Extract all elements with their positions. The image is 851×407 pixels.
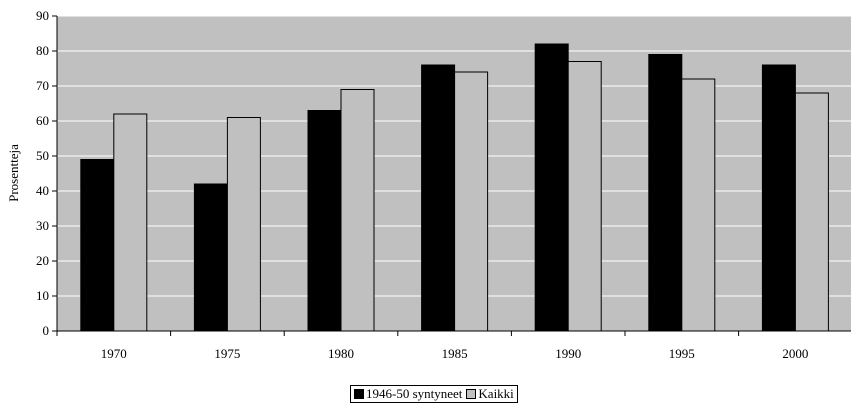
bar-series-1-1975 <box>193 183 228 332</box>
x-tick-label: 1975 <box>214 346 240 361</box>
y-tick-label: 0 <box>43 323 50 338</box>
legend-label-series-2: Kaikki <box>478 386 514 401</box>
y-tick-label: 90 <box>36 8 49 23</box>
x-tick-label: 1990 <box>555 346 581 361</box>
y-tick-label: 10 <box>36 288 49 303</box>
y-tick-label: 80 <box>36 43 49 58</box>
x-tick-label: 2000 <box>782 346 808 361</box>
x-tick-label: 1995 <box>669 346 695 361</box>
bar-series-2-1970 <box>113 113 148 332</box>
legend-item-series-2: Kaikki <box>466 386 514 402</box>
y-tick-label: 40 <box>36 183 49 198</box>
bar-series-1-1970 <box>80 159 115 332</box>
x-tick-label: 1980 <box>328 346 354 361</box>
bar-series-2-1975 <box>226 117 261 332</box>
legend-item-series-1: 1946-50 syntyneet <box>354 386 462 402</box>
y-tick-label: 20 <box>36 253 49 268</box>
legend-swatch-series-2 <box>466 389 477 399</box>
bar-series-2-1995 <box>681 78 716 332</box>
bar-series-1-2000 <box>761 64 796 332</box>
legend-label-series-1: 1946-50 syntyneet <box>366 386 463 401</box>
x-tick-label: 1970 <box>101 346 127 361</box>
bar-series-1-1995 <box>648 54 683 332</box>
bar-series-2-1980 <box>340 89 375 332</box>
bar-series-1-1990 <box>534 43 569 332</box>
legend: 1946-50 syntyneet Kaikki <box>350 385 518 403</box>
bar-series-2-2000 <box>794 92 829 332</box>
y-tick-label: 60 <box>36 113 49 128</box>
bar-series-1-1980 <box>307 110 342 332</box>
y-tick-label: 70 <box>36 78 49 93</box>
y-axis-title: Prosentteja <box>6 144 21 202</box>
axes <box>52 15 851 336</box>
bar-series-2-1990 <box>567 61 602 332</box>
bars <box>80 43 829 332</box>
y-tick-label: 30 <box>36 218 49 233</box>
bar-series-2-1985 <box>454 71 489 332</box>
bar-series-1-1985 <box>421 64 456 332</box>
legend-swatch-series-1 <box>354 389 364 399</box>
x-tick-label: 1985 <box>442 346 468 361</box>
x-tick-labels: 1970 1975 1980 1985 1990 1995 2000 <box>101 346 809 361</box>
y-tick-labels: 0 10 20 30 40 50 60 70 80 90 <box>36 8 49 338</box>
y-tick-label: 50 <box>36 148 49 163</box>
